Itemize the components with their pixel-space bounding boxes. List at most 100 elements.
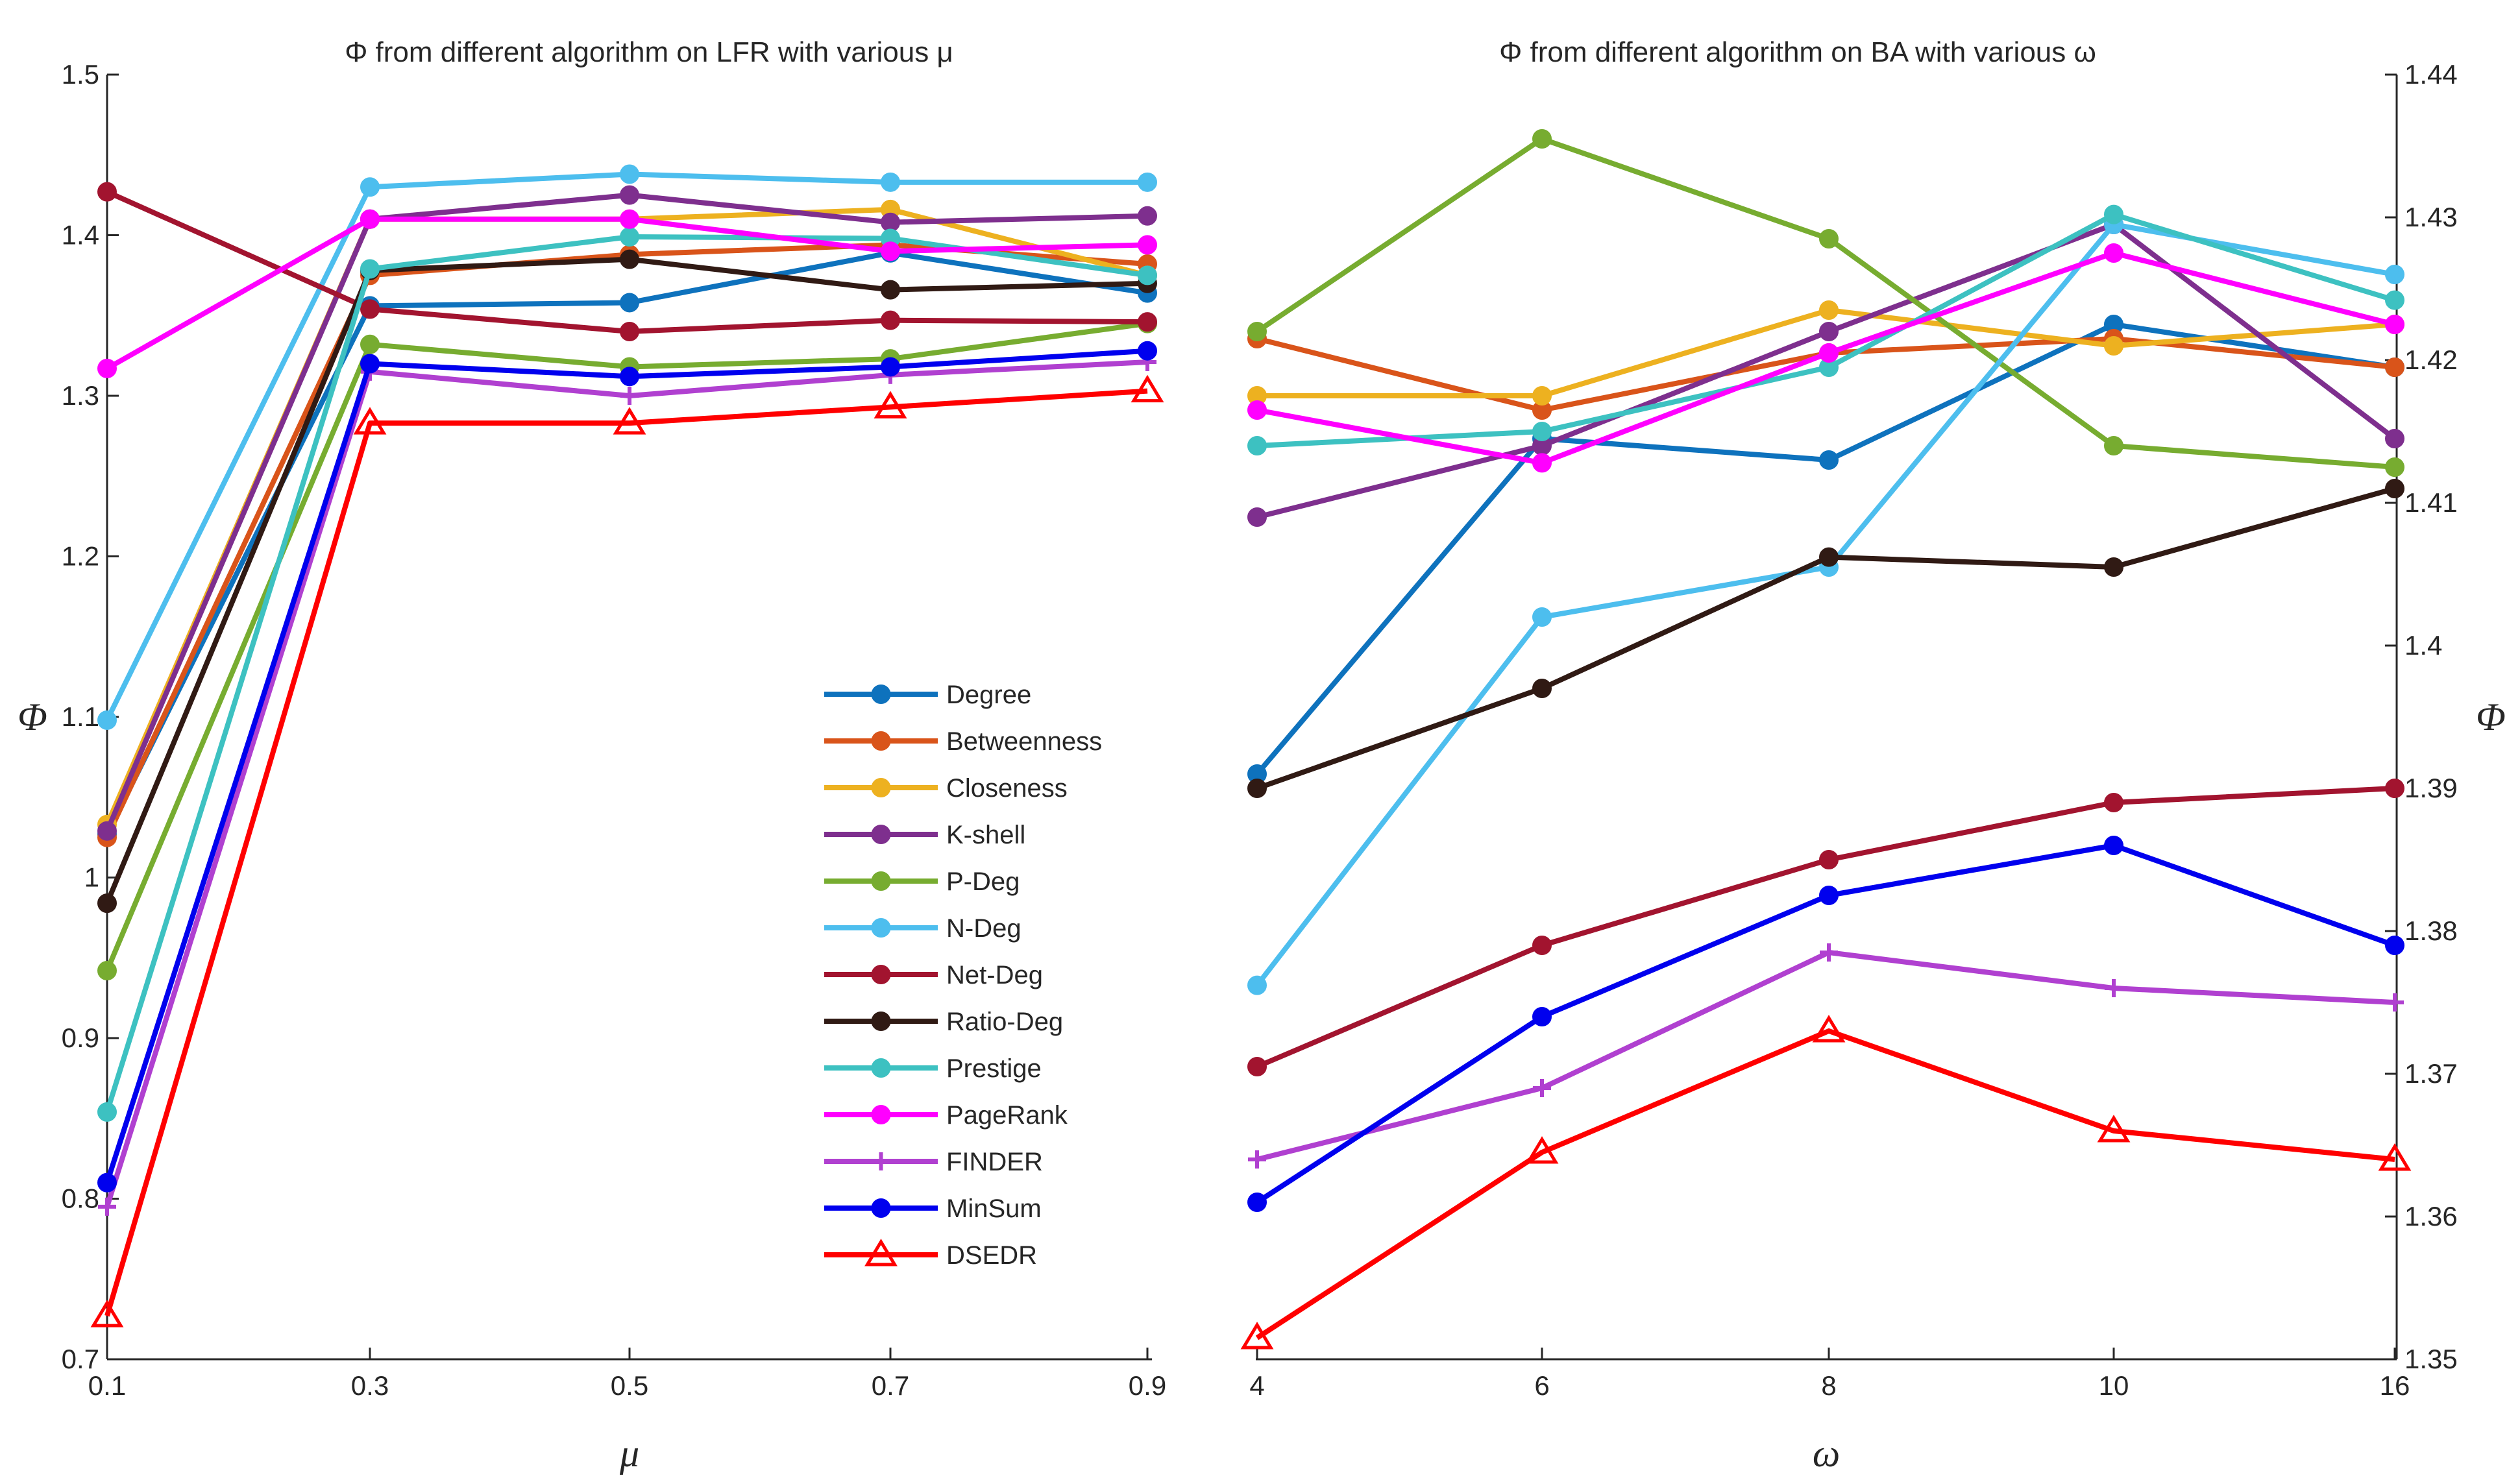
right-point-dsedr: [1812, 1015, 1846, 1043]
right-y-tick-label: 1.39: [2404, 773, 2458, 803]
right-point-finder: [2105, 979, 2123, 997]
left-line-dsedr: [104, 388, 1148, 1317]
legend-marker-pagerank: [871, 1105, 891, 1124]
legend-marker-n-deg: [871, 918, 891, 938]
right-point-prestige: [1247, 436, 1267, 455]
right-point-n-deg: [1247, 975, 1267, 995]
right-point-minsum: [1532, 1007, 1552, 1026]
right-point-p-deg: [2385, 457, 2404, 477]
left-y-tick-label: 1.1: [62, 701, 99, 732]
right-x-tick-label: 16: [2380, 1370, 2410, 1401]
right-chart-title: Φ from different algorithm on BA with va…: [1499, 36, 2096, 68]
right-point-finder: [2386, 993, 2404, 1012]
left-y-tick-label: 1.4: [62, 220, 99, 250]
left-point-dsedr: [90, 1300, 124, 1327]
legend-item-n-deg: N-Deg: [824, 914, 1021, 943]
right-y-axis-label: Φ: [2476, 696, 2506, 738]
left-point-pagerank: [620, 209, 639, 229]
left-point-k-shell: [97, 821, 117, 841]
left-point-pagerank: [360, 209, 380, 229]
right-point-ratio-deg: [1819, 547, 1839, 567]
right-point-minsum: [2385, 936, 2404, 955]
legend-item-k-shell: K-shell: [824, 821, 1025, 849]
left-point-minsum: [881, 357, 900, 377]
right-point-prestige: [1532, 422, 1552, 441]
right-point-dsedr: [1240, 1322, 1274, 1350]
right-point-closeness: [1532, 386, 1552, 406]
right-point-minsum: [1819, 886, 1839, 905]
legend-label-k-shell: K-shell: [946, 821, 1025, 849]
right-series-ratio-deg: [1247, 479, 2404, 798]
left-point-k-shell: [620, 185, 639, 205]
legend-marker-p-deg: [871, 871, 891, 891]
legend-marker-minsum: [871, 1198, 891, 1218]
right-point-n-deg: [2385, 265, 2404, 284]
left-point-dsedr: [874, 391, 907, 418]
right-point-minsum: [1247, 1193, 1267, 1212]
legend-item-prestige: Prestige: [824, 1054, 1042, 1083]
left-chart-title: Φ from different algorithm on LFR with v…: [345, 36, 953, 68]
right-point-dsedr: [2097, 1115, 2131, 1143]
left-point-finder: [98, 1197, 116, 1216]
right-point-k-shell: [2385, 429, 2404, 448]
right-point-betweenness: [2385, 357, 2404, 377]
legend-label-degree: Degree: [946, 681, 1031, 709]
right-x-tick-label: 10: [2099, 1370, 2129, 1401]
right-point-net-deg: [2385, 779, 2404, 798]
left-y-tick-label: 1.3: [62, 380, 99, 411]
right-line-finder: [1256, 950, 2395, 1162]
left-point-dsedr: [613, 407, 646, 435]
legend-marker-betweenness: [871, 731, 891, 751]
right-point-dsedr: [2378, 1143, 2412, 1171]
left-series-pagerank: [97, 209, 1157, 378]
right-series-net-deg: [1247, 779, 2404, 1076]
right-point-pagerank: [2104, 243, 2123, 263]
left-point-net-deg: [881, 310, 900, 330]
left-y-tick-label: 0.7: [62, 1344, 99, 1374]
left-point-net-deg: [1138, 312, 1157, 332]
legend-marker-net-deg: [871, 965, 891, 984]
right-y-tick-label: 1.44: [2404, 59, 2458, 90]
left-y-tick-label: 0.9: [62, 1023, 99, 1053]
left-x-tick-label: 0.3: [351, 1370, 389, 1401]
right-point-prestige: [2385, 290, 2404, 310]
right-point-degree: [1819, 450, 1839, 470]
left-point-finder: [620, 387, 639, 405]
left-point-net-deg: [620, 322, 639, 341]
right-point-finder: [1533, 1079, 1551, 1097]
legend-label-pagerank: PageRank: [946, 1101, 1068, 1130]
right-series-dsedr: [1240, 1015, 2412, 1350]
right-point-n-deg: [1532, 607, 1552, 627]
right-point-net-deg: [1247, 1057, 1267, 1076]
legend-marker-closeness: [871, 778, 891, 797]
legend-item-degree: Degree: [824, 681, 1031, 709]
right-x-axis-label: ω: [1813, 1432, 1840, 1475]
left-x-tick-label: 0.5: [611, 1370, 648, 1401]
left-point-net-deg: [97, 182, 117, 202]
legend-label-ratio-deg: Ratio-Deg: [946, 1008, 1063, 1036]
left-point-pagerank: [97, 358, 117, 378]
right-point-closeness: [2104, 336, 2123, 356]
left-series-minsum: [97, 341, 1157, 1193]
right-point-net-deg: [2104, 793, 2123, 812]
left-point-pagerank: [1138, 235, 1157, 255]
right-point-pagerank: [1532, 453, 1552, 473]
left-point-minsum: [1138, 341, 1157, 361]
left-point-minsum: [620, 367, 639, 387]
right-point-p-deg: [2104, 436, 2123, 455]
right-point-p-deg: [1247, 322, 1267, 341]
legend-label-closeness: Closeness: [946, 774, 1068, 803]
right-point-pagerank: [2385, 315, 2404, 334]
legend-item-finder: FINDER: [824, 1148, 1043, 1176]
left-point-dsedr: [1131, 374, 1164, 403]
left-y-tick-label: 0.8: [62, 1183, 99, 1214]
right-point-closeness: [1819, 300, 1839, 320]
legend-label-n-deg: N-Deg: [946, 914, 1021, 943]
left-series-n-deg: [97, 164, 1157, 730]
left-y-tick-label: 1.2: [62, 541, 99, 572]
legend-marker-k-shell: [871, 825, 891, 844]
right-point-ratio-deg: [1247, 779, 1267, 798]
left-point-net-deg: [360, 299, 380, 319]
legend-marker-finder: [872, 1152, 890, 1170]
